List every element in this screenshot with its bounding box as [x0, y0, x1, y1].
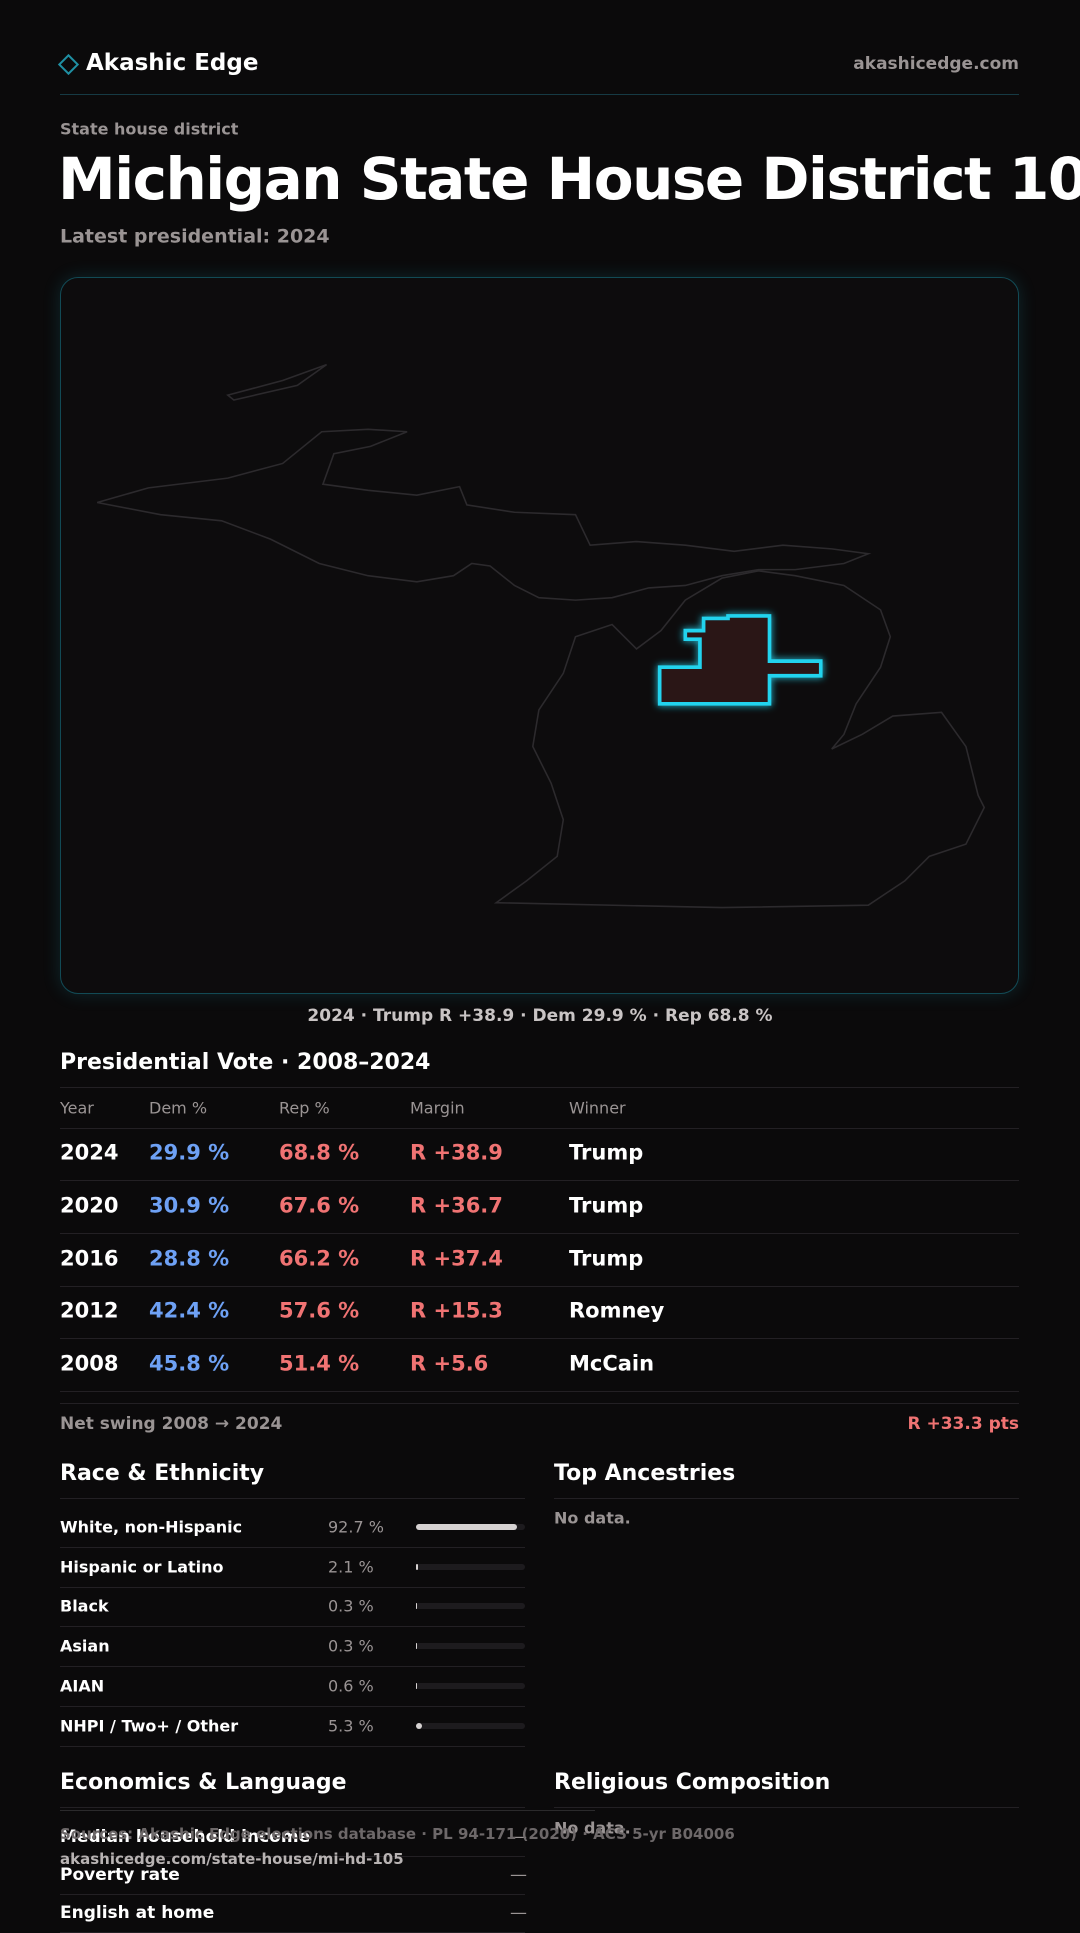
bar-track — [416, 1643, 525, 1649]
race-name: NHPI / Two+ / Other — [60, 1716, 238, 1735]
table-cell: 45.8 % — [149, 1352, 229, 1377]
table-cell: R +38.9 — [410, 1140, 503, 1165]
column-header: Dem % — [149, 1098, 207, 1117]
bar — [416, 1524, 517, 1530]
divider — [60, 1894, 525, 1895]
domain: akashicedge.com — [853, 54, 1019, 74]
table-cell: 2016 — [60, 1246, 118, 1271]
district-shape — [660, 616, 821, 704]
race-pct: 5.3 % — [328, 1716, 374, 1735]
column-header: Margin — [410, 1098, 465, 1117]
table-cell: Trump — [569, 1246, 643, 1271]
brand-icon — [58, 54, 79, 75]
subtitle: Latest presidential: 2024 — [60, 226, 330, 249]
table-cell: Trump — [569, 1140, 643, 1165]
divider — [60, 1810, 595, 1811]
divider — [60, 1286, 1019, 1287]
table-cell: R +5.6 — [410, 1352, 488, 1377]
isle-royale — [228, 365, 327, 400]
eyebrow: State house district — [60, 119, 238, 138]
divider — [60, 1403, 1019, 1404]
table-cell: 42.4 % — [149, 1299, 229, 1324]
table-cell: R +37.4 — [410, 1246, 503, 1271]
divider — [60, 1706, 525, 1707]
table-cell: 28.8 % — [149, 1246, 229, 1271]
column-header: Year — [60, 1098, 94, 1117]
table-cell: 30.9 % — [149, 1193, 229, 1218]
race-name: Asian — [60, 1637, 110, 1656]
divider — [60, 1498, 525, 1499]
table-cell: McCain — [569, 1352, 654, 1377]
table-title: Presidential Vote · 2008–2024 — [60, 1050, 430, 1076]
divider — [60, 1233, 1019, 1234]
bar — [416, 1723, 422, 1729]
divider — [554, 1807, 1019, 1808]
brand: Akashic Edge — [86, 50, 258, 78]
divider — [60, 1626, 525, 1627]
bar-track — [416, 1723, 525, 1729]
column-header: Rep % — [279, 1098, 330, 1117]
table-cell: 51.4 % — [279, 1352, 359, 1377]
econ-value: — — [510, 1865, 527, 1885]
bar — [416, 1564, 418, 1570]
table-cell: 68.8 % — [279, 1140, 359, 1165]
econ-label: English at home — [60, 1903, 214, 1923]
divider — [60, 1180, 1019, 1181]
table-cell: 2012 — [60, 1299, 118, 1324]
page-title: Michigan State House District 105 — [58, 145, 1080, 215]
divider — [60, 1087, 1019, 1088]
empty-note: No data. — [554, 1508, 631, 1527]
divider — [60, 1746, 525, 1747]
bar-track — [416, 1603, 525, 1609]
bar-track — [416, 1683, 525, 1689]
footer-url: akashicedge.com/state-house/mi-hd-105 — [60, 1850, 404, 1868]
race-pct: 92.7 % — [328, 1517, 384, 1536]
race-name: Black — [60, 1597, 109, 1616]
divider — [60, 1807, 525, 1808]
divider — [60, 1128, 1019, 1129]
econ-value: — — [510, 1903, 527, 1923]
divider — [60, 1338, 1019, 1339]
section-title: Top Ancestries — [554, 1461, 735, 1487]
race-pct: 0.3 % — [328, 1637, 374, 1656]
table-cell: 57.6 % — [279, 1299, 359, 1324]
divider — [60, 1666, 525, 1667]
table-cell: 67.6 % — [279, 1193, 359, 1218]
section-title: Economics & Language — [60, 1770, 347, 1796]
divider — [60, 1547, 525, 1548]
column-header: Winner — [569, 1098, 626, 1117]
divider — [554, 1498, 1019, 1499]
race-pct: 0.6 % — [328, 1676, 374, 1695]
table-cell: R +15.3 — [410, 1299, 503, 1324]
swing-value: R +33.3 pts — [907, 1414, 1019, 1434]
map-caption: 2024 · Trump R +38.9 · Dem 29.9 % · Rep … — [0, 1006, 1080, 1026]
section-title: Race & Ethnicity — [60, 1461, 264, 1487]
divider — [60, 1587, 525, 1588]
race-name: Hispanic or Latino — [60, 1557, 224, 1576]
bar — [416, 1683, 417, 1689]
section-title: Religious Composition — [554, 1770, 830, 1796]
table-cell: 29.9 % — [149, 1140, 229, 1165]
table-cell: 2020 — [60, 1193, 118, 1218]
race-pct: 2.1 % — [328, 1557, 374, 1576]
divider — [60, 94, 1019, 95]
race-name: White, non-Hispanic — [60, 1517, 242, 1536]
race-name: AIAN — [60, 1676, 104, 1695]
bar-track — [416, 1564, 525, 1570]
race-pct: 0.3 % — [328, 1597, 374, 1616]
table-cell: Trump — [569, 1193, 643, 1218]
table-cell: 66.2 % — [279, 1246, 359, 1271]
table-cell: 2024 — [60, 1140, 118, 1165]
swing-label: Net swing 2008 → 2024 — [60, 1414, 282, 1434]
table-cell: Romney — [569, 1299, 664, 1324]
district-map — [60, 277, 1019, 994]
table-cell: R +36.7 — [410, 1193, 503, 1218]
upper-peninsula — [97, 429, 868, 600]
table-cell: 2008 — [60, 1352, 118, 1377]
footer-sources: Sources: Akashic Edge elections database… — [60, 1825, 735, 1843]
map-svg — [61, 278, 1018, 993]
divider — [60, 1391, 1019, 1392]
